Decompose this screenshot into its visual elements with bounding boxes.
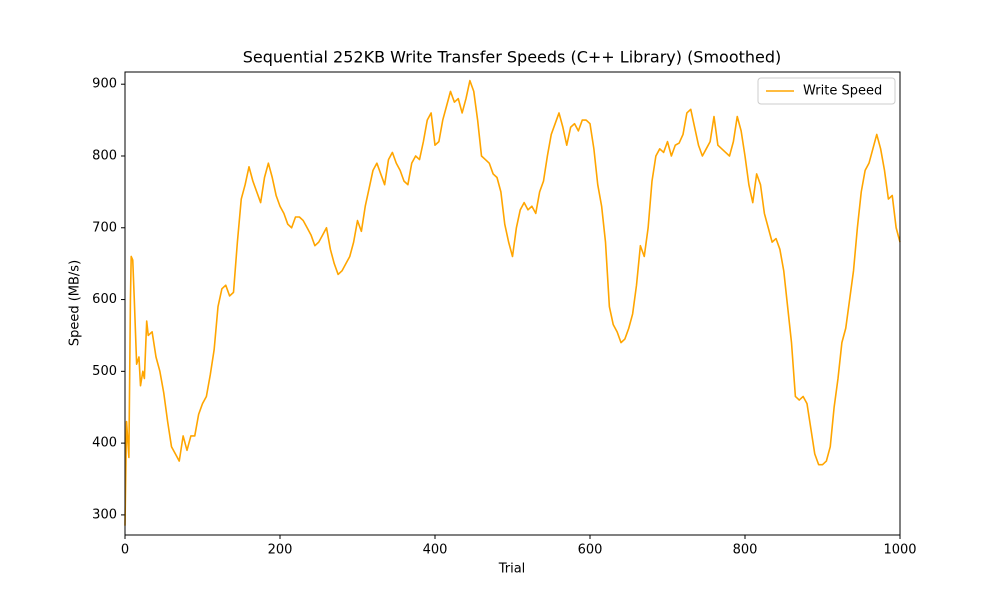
x-axis-label: Trial [498, 562, 526, 577]
y-tick-label: 500 [92, 364, 117, 379]
y-tick-label: 700 [92, 220, 117, 235]
legend-label: Write Speed [803, 84, 882, 99]
plot-frame [124, 71, 901, 536]
x-tick-label: 0 [121, 543, 129, 558]
y-tick-label: 300 [92, 507, 117, 522]
line [124, 79, 901, 526]
x-tick-label: 1000 [883, 543, 916, 558]
x-tick-label: 200 [268, 543, 293, 558]
legend-box [757, 77, 896, 105]
y-tick-label: 600 [92, 292, 117, 307]
y-tick-label: 900 [92, 77, 117, 92]
y-tick-label: 400 [92, 436, 117, 451]
y-axis-label: Speed (MB/s) [68, 260, 83, 346]
x-tick-label: 400 [423, 543, 448, 558]
y-tick-label: 800 [92, 148, 117, 163]
chart-title: Sequential 252KB Write Transfer Speeds (… [243, 48, 782, 67]
x-tick-label: 600 [578, 543, 603, 558]
x-tick-label: 800 [733, 543, 758, 558]
